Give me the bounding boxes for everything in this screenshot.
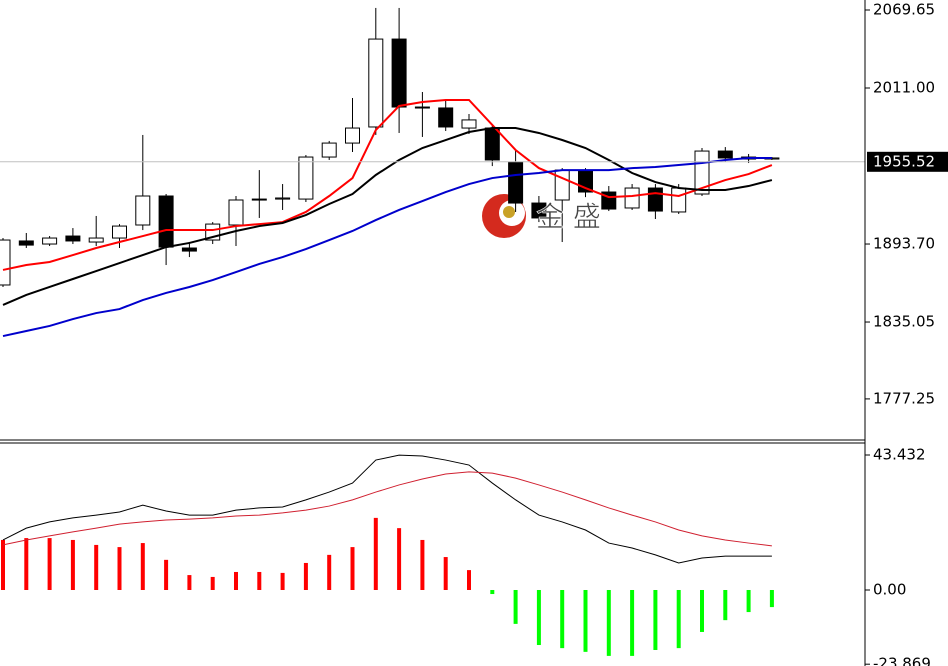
candle-body bbox=[251, 198, 267, 201]
candle-body bbox=[671, 187, 687, 213]
histogram-bar bbox=[70, 539, 75, 590]
candle-body bbox=[484, 127, 500, 161]
histogram-bar bbox=[140, 543, 145, 590]
candle-body bbox=[42, 237, 58, 245]
histogram-bar bbox=[94, 544, 99, 590]
histogram-bar bbox=[24, 538, 29, 590]
histogram-bar bbox=[234, 571, 238, 590]
last-price-box bbox=[867, 151, 948, 172]
candle-body bbox=[65, 235, 81, 242]
histogram-bar bbox=[257, 571, 262, 590]
histogram-bar bbox=[746, 589, 751, 613]
y-tick-label: 2011.00 bbox=[873, 79, 935, 97]
histogram-bar bbox=[280, 572, 285, 590]
y-tick-label: 2069.65 bbox=[873, 1, 935, 19]
indicator-line bbox=[2, 98, 773, 271]
histogram-bar bbox=[723, 589, 728, 621]
candle-body bbox=[345, 127, 360, 144]
candle-body bbox=[508, 161, 524, 204]
candle-body bbox=[414, 106, 430, 109]
candle-body bbox=[391, 38, 407, 108]
candle-body bbox=[368, 38, 384, 128]
candle-body bbox=[228, 199, 244, 226]
histogram-bar bbox=[420, 539, 425, 590]
histogram-bar bbox=[676, 589, 681, 649]
y-tick-label: 1893.70 bbox=[873, 235, 935, 253]
candle-body bbox=[0, 239, 11, 286]
candle-body bbox=[135, 195, 151, 226]
candle-body bbox=[298, 156, 314, 200]
candle-body bbox=[321, 142, 337, 158]
histogram-bar bbox=[187, 575, 192, 590]
indicator-line bbox=[2, 454, 772, 564]
y-tick-label: 43.432 bbox=[873, 445, 926, 463]
y-tick-label: -23.869 bbox=[873, 655, 931, 666]
histogram-bar bbox=[583, 589, 588, 652]
indicator-line bbox=[2, 471, 772, 547]
histogram-bar bbox=[653, 589, 658, 650]
histogram-bar bbox=[536, 589, 541, 646]
candle-body bbox=[18, 240, 34, 246]
indicator-line bbox=[2, 127, 773, 306]
histogram-bar bbox=[47, 538, 52, 590]
candle-body bbox=[88, 237, 104, 243]
histogram-bar bbox=[467, 570, 471, 590]
histogram-bar bbox=[327, 554, 332, 590]
indicator-line bbox=[2, 156, 772, 338]
logo-dot bbox=[503, 206, 515, 218]
candle-body bbox=[531, 202, 547, 219]
histogram-bar bbox=[117, 547, 122, 590]
histogram-bar bbox=[443, 557, 448, 590]
histogram-bar bbox=[1, 539, 5, 590]
histogram-bar bbox=[630, 589, 635, 656]
histogram-bar bbox=[513, 589, 518, 624]
histogram-bar bbox=[210, 576, 215, 590]
histogram-bar bbox=[490, 589, 495, 595]
candle-body bbox=[461, 119, 477, 129]
histogram-bar bbox=[373, 517, 378, 590]
candles bbox=[0, 7, 780, 287]
y-tick-label: 1835.05 bbox=[873, 313, 935, 331]
watermark-text: 金 盛 bbox=[536, 200, 601, 233]
candle-body bbox=[158, 195, 174, 248]
histogram-bar bbox=[303, 562, 308, 590]
watermark bbox=[482, 194, 526, 238]
candle-body bbox=[438, 107, 454, 128]
candle-body bbox=[717, 150, 733, 159]
histogram-bar bbox=[606, 589, 611, 656]
candle-body bbox=[624, 187, 640, 209]
candle-body bbox=[275, 197, 291, 200]
candle-body bbox=[112, 225, 127, 239]
histogram-bar bbox=[164, 559, 169, 590]
histogram-bar bbox=[350, 547, 355, 590]
last-price-label: 1955.52 bbox=[873, 152, 935, 170]
candle-body bbox=[554, 169, 570, 201]
histogram-bar bbox=[560, 589, 565, 649]
histogram-bar bbox=[397, 528, 402, 590]
histogram-bar bbox=[769, 589, 774, 608]
histogram-bar bbox=[700, 589, 704, 632]
candle-body bbox=[181, 247, 197, 252]
y-tick-label: 1777.25 bbox=[873, 389, 935, 407]
candle-body bbox=[647, 187, 663, 212]
y-tick-label: 0.00 bbox=[873, 580, 906, 598]
